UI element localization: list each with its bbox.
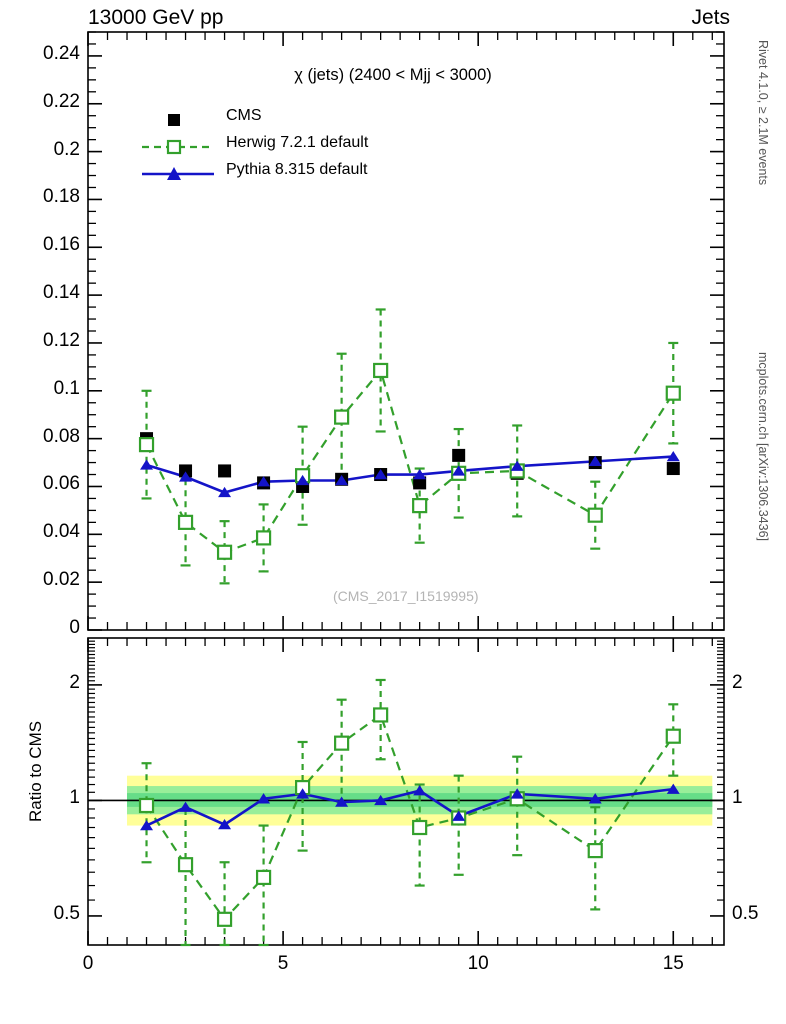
ratio-y-tick-label-right: 1	[732, 787, 743, 809]
main-y-tick-label: 0.1	[53, 377, 80, 399]
herwig-ratio-marker	[665, 728, 681, 744]
pythia-main-marker	[218, 486, 232, 498]
pythia-ratio-marker	[413, 785, 427, 796]
x-tick-label: 10	[467, 953, 489, 974]
herwig-ratio-marker	[216, 911, 233, 927]
pythia-main-marker	[666, 451, 680, 462]
herwig-main-marker	[177, 514, 194, 530]
legend-marker-pythia	[142, 167, 214, 180]
pythia-main-line	[146, 455, 674, 494]
pythia-main-marker	[179, 471, 193, 482]
x-tick-label: 15	[662, 953, 684, 974]
main-y-tick-label: 0.04	[43, 521, 80, 543]
herwig-ratio-marker	[412, 819, 428, 836]
main-y-tick-label: 0	[69, 617, 80, 638]
pythia-ratio-marker	[452, 810, 466, 821]
cms-main-marker	[179, 464, 193, 478]
cms-main-marker	[218, 464, 232, 478]
main-y-tick-label: 0.24	[43, 42, 80, 64]
main-y-tick-label: 0.08	[43, 425, 80, 447]
herwig-main-marker	[412, 498, 428, 514]
pythia-main-marker	[413, 468, 427, 480]
legend-label-cms: CMS	[226, 107, 262, 124]
pythia-main-marker	[257, 476, 271, 487]
herwig-ratio-marker	[177, 857, 194, 873]
herwig-main-marker	[665, 385, 681, 401]
pythia-ratio-marker	[296, 788, 310, 799]
dataset-watermark: (CMS_2017_I1519995)	[333, 588, 479, 604]
pythia-ratio-marker	[335, 796, 349, 807]
pythia-ratio-marker	[510, 788, 524, 799]
pythia-ratio-line	[145, 787, 674, 827]
pythia-main-marker	[374, 468, 388, 480]
herwig-main-marker	[334, 409, 350, 425]
header-process-label: Jets	[691, 6, 730, 29]
legend-label-herwig: Herwig 7.2.1 default	[226, 134, 369, 151]
ratio-y-tick-label: 2	[69, 671, 80, 693]
ratio-y-tick-label: 0.5	[53, 902, 80, 924]
header-beam-label: 13000 GeV pp	[88, 6, 224, 29]
main-y-tick-label: 0.12	[43, 329, 80, 351]
pythia-ratio-marker	[588, 793, 602, 804]
pythia-ratio-marker	[218, 819, 232, 830]
main-y-tick-label: 0.2	[53, 138, 80, 160]
legend-marker-cms	[168, 114, 180, 126]
cms-main-marker	[413, 476, 427, 490]
ratio-y-tick-label-right: 2	[732, 671, 743, 693]
herwig-ratio-marker	[373, 707, 389, 723]
pythia-ratio-marker	[374, 794, 388, 806]
herwig-main-marker	[138, 437, 155, 453]
herwig-ratio-marker	[587, 843, 603, 859]
pythia-main-marker	[510, 460, 524, 471]
main-y-tick-label: 0.18	[43, 186, 80, 208]
main-y-tick-label: 0.22	[43, 90, 80, 112]
main-y-tick-label: 0.14	[43, 282, 80, 304]
main-y-tick-label: 0.02	[43, 569, 80, 591]
herwig-ratio-marker	[255, 869, 272, 886]
pythia-main-marker	[588, 455, 602, 467]
ratio-y-tick-label-right: 0.5	[732, 902, 759, 924]
herwig-ratio-line	[145, 713, 675, 922]
herwig-ratio-marker	[138, 797, 155, 814]
cms-main-marker	[452, 448, 466, 462]
pythia-ratio-marker	[140, 819, 154, 831]
herwig-main-marker	[373, 362, 389, 379]
x-tick-label: 0	[82, 953, 94, 974]
main-y-tick-label: 0.16	[43, 234, 80, 256]
herwig-ratio-marker	[334, 735, 350, 751]
x-tick-label: 5	[277, 953, 289, 974]
main-panel-title: χ (jets) (2400 < Mjj < 3000)	[294, 66, 492, 84]
pythia-ratio-marker	[257, 793, 271, 804]
legend-label-pythia: Pythia 8.315 default	[226, 161, 368, 178]
main-y-tick-label: 0.06	[43, 473, 80, 495]
pythia-main-marker	[452, 465, 466, 476]
pythia-main-marker	[296, 474, 310, 486]
herwig-main-marker	[587, 507, 603, 523]
herwig-main-marker	[216, 544, 233, 560]
ratio-panel-frame	[87, 637, 725, 946]
cms-main-marker	[666, 462, 680, 476]
pythia-ratio-marker	[666, 783, 680, 794]
pythia-ratio-marker	[179, 801, 193, 812]
pythia-main-marker	[140, 459, 154, 470]
herwig-main-marker	[255, 530, 272, 546]
legend-marker-herwig	[142, 139, 214, 155]
ratio-y-tick-label: 1	[69, 787, 80, 809]
pythia-main-marker	[335, 474, 349, 486]
